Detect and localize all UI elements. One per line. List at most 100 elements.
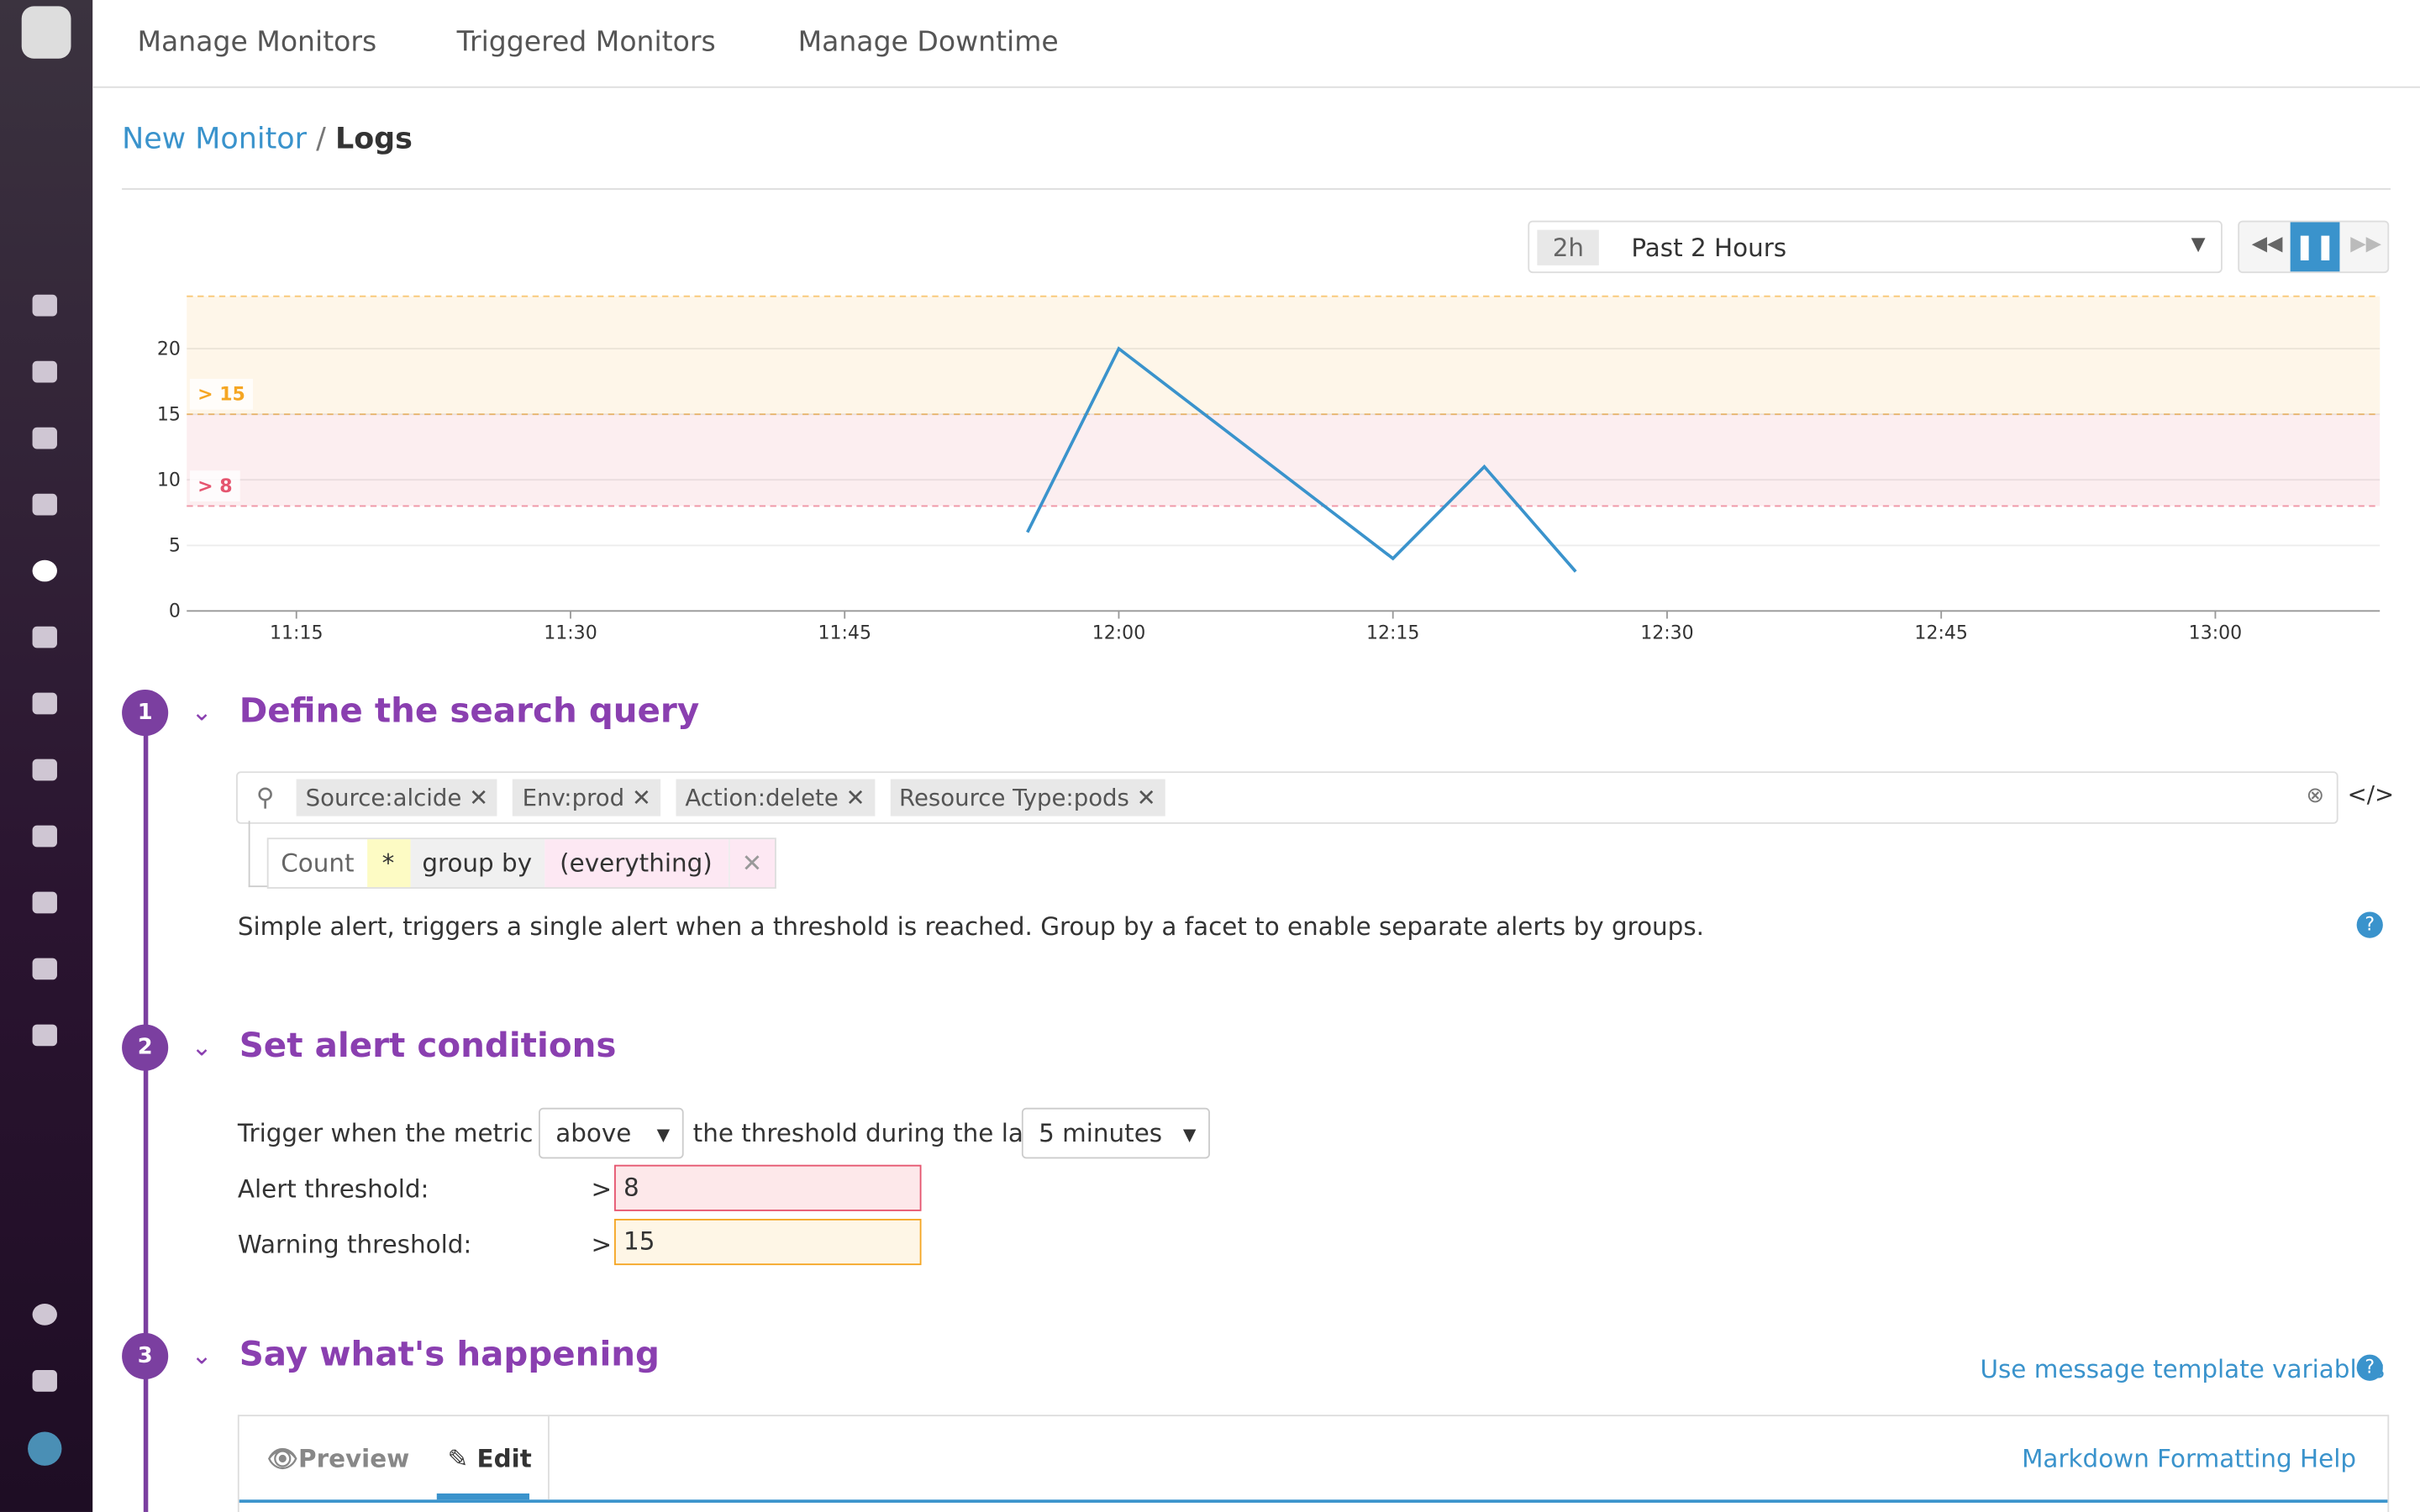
- nav-icon[interactable]: [32, 825, 57, 848]
- warning-label: Warning threshold:: [237, 1229, 472, 1259]
- chevron[interactable]: ⌄: [191, 1341, 213, 1370]
- comparator-select[interactable]: above ▼: [539, 1107, 684, 1159]
- nav-tab[interactable]: Manage Downtime: [797, 26, 1059, 59]
- tag-text: Env:prod: [522, 784, 625, 812]
- threshold-label: > 15: [197, 385, 245, 406]
- nav-icon[interactable]: [32, 427, 57, 449]
- help-icon[interactable]: ?: [2356, 1354, 2383, 1381]
- nav-tab[interactable]: Triggered Monitors: [456, 26, 716, 59]
- tag-text: Resource Type:pods: [899, 784, 1129, 812]
- logo: [21, 6, 71, 59]
- breadcrumb: New Monitor / Logs: [122, 122, 413, 155]
- operator: >: [591, 1229, 613, 1259]
- nav-icon[interactable]: [32, 360, 57, 383]
- select-value: above: [555, 1118, 632, 1148]
- breadcrumb-current: Logs: [334, 122, 413, 156]
- section-title: Set alert conditions: [239, 1027, 617, 1067]
- filter-tags: Source:alcide ✕ Env:prod ✕ Action:delete ✕…: [296, 779, 1181, 816]
- threshold-label: > 8: [197, 476, 232, 497]
- trigger-prefix: Trigger when the metric is: [237, 1118, 561, 1148]
- nav-icon[interactable]: [32, 493, 57, 516]
- section-title: Say what's happening: [239, 1336, 660, 1375]
- nav-icon[interactable]: [32, 891, 57, 914]
- breadcrumb-link[interactable]: New Monitor: [122, 122, 307, 156]
- y-tick-label: 15: [157, 405, 181, 426]
- operator: >: [591, 1173, 613, 1204]
- query-builder: Count * group by (everything) ✕: [266, 837, 776, 889]
- nav-tab[interactable]: Manage Monitors: [137, 26, 377, 59]
- alert-input[interactable]: 8: [614, 1164, 922, 1211]
- avatar[interactable]: [28, 1431, 62, 1466]
- select-value: 5 minutes: [1039, 1118, 1163, 1148]
- measure[interactable]: Count: [281, 848, 355, 879]
- threshold-band: [187, 414, 2381, 507]
- pause-button[interactable]: ❚❚: [2290, 222, 2340, 272]
- x-tick-label: 11:45: [818, 622, 871, 643]
- threshold-label-bg: [189, 378, 254, 410]
- filter-tag[interactable]: Source:alcide ✕: [296, 779, 498, 816]
- nav-icon[interactable]: [32, 626, 57, 648]
- group[interactable]: (everything): [544, 839, 729, 888]
- step-line: [143, 725, 149, 1512]
- filter-tag[interactable]: Action:delete ✕: [676, 779, 875, 816]
- threshold-band: [187, 296, 2381, 415]
- tag-text: Source:alcide: [305, 784, 462, 812]
- threshold-label-bg: [189, 470, 240, 501]
- filter-tag[interactable]: Resource Type:pods ✕: [890, 779, 1165, 816]
- forward-button[interactable]: ▶▶: [2350, 233, 2382, 256]
- step-number: 2: [122, 1024, 169, 1071]
- search-icon: ⚲: [255, 782, 275, 812]
- help-icon[interactable]: ?: [2356, 911, 2383, 938]
- field[interactable]: *: [366, 839, 410, 888]
- nav-icon[interactable]: [32, 692, 57, 715]
- dropdown-caret: ▼: [2191, 233, 2206, 255]
- time-badge: 2h: [1537, 229, 1600, 265]
- x-tick-label: 12:00: [1092, 622, 1146, 643]
- description: Simple alert, triggers a single alert wh…: [237, 911, 1704, 942]
- chevron[interactable]: ⌄: [191, 1032, 213, 1062]
- trigger-middle: the threshold during the last: [692, 1118, 1046, 1148]
- step-number: 3: [122, 1332, 169, 1380]
- y-tick-label: 5: [169, 536, 181, 557]
- divider: [92, 86, 2420, 88]
- window-select[interactable]: 5 minutes ▼: [1021, 1107, 1210, 1159]
- nav-icon[interactable]: [32, 1304, 57, 1326]
- code-toggle[interactable]: </>: [2347, 780, 2395, 809]
- template-link[interactable]: Use message template variables: [1980, 1354, 2386, 1384]
- connector: [248, 821, 269, 888]
- x-tick-label: 11:30: [544, 622, 597, 643]
- search-bar[interactable]: ⚲ Source:alcide ✕ Env:prod ✕ Action:delete…: [236, 771, 2338, 824]
- filter-tag[interactable]: Env:prod ✕: [513, 779, 661, 816]
- playback-controls: ◀◀ ❚❚ ▶▶: [2238, 220, 2390, 274]
- editor-border: [239, 1499, 2388, 1503]
- clear-button[interactable]: ⊗: [2306, 784, 2325, 809]
- y-tick-label: 10: [157, 470, 181, 491]
- warning-input[interactable]: 15: [614, 1218, 922, 1266]
- y-tick-label: 0: [169, 601, 181, 622]
- time-picker[interactable]: 2h Past 2 Hours ▼: [1528, 220, 2223, 274]
- tab-text: Preview: [298, 1444, 410, 1474]
- chevron[interactable]: ⌄: [191, 697, 213, 727]
- time-label: Past 2 Hours: [1631, 233, 1787, 263]
- preview-tab[interactable]: 👁Preview: [266, 1444, 410, 1474]
- editor: 👁Preview ✎ Edit Markdown Formatting Help: [237, 1415, 2390, 1512]
- divider: [122, 188, 2391, 190]
- edit-tab[interactable]: ✎ Edit: [447, 1444, 532, 1474]
- nav-icon[interactable]: [32, 1369, 57, 1392]
- nav-icon[interactable]: [32, 1024, 57, 1047]
- nav-icon[interactable]: [32, 759, 57, 781]
- nav-icon[interactable]: [32, 294, 57, 317]
- tag-text: Action:delete: [685, 784, 839, 812]
- alert-label: Alert threshold:: [237, 1173, 429, 1204]
- x-tick-label: 11:15: [270, 622, 324, 643]
- section-title: Define the search query: [239, 692, 700, 732]
- group-label: group by: [409, 839, 544, 888]
- x-tick-label: 13:00: [2189, 622, 2243, 643]
- markdown-help[interactable]: Markdown Formatting Help: [2022, 1444, 2357, 1474]
- rewind-button[interactable]: ◀◀: [2251, 233, 2283, 256]
- remove-group[interactable]: ✕: [728, 839, 775, 888]
- nav-icon[interactable]: [32, 559, 57, 582]
- nav-icon[interactable]: [32, 958, 57, 980]
